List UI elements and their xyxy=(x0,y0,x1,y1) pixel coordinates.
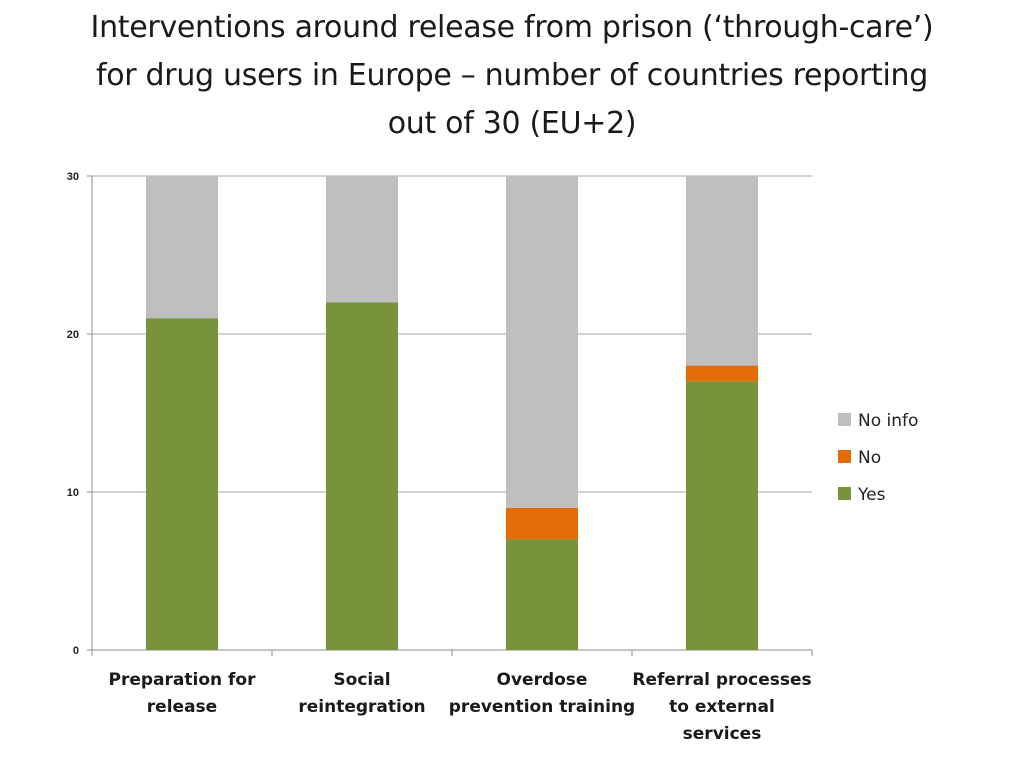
bar-no-3 xyxy=(686,365,758,382)
bar-yes-1 xyxy=(326,302,398,650)
category-label-3-line-2: services xyxy=(683,724,762,744)
bar-no-info-2 xyxy=(506,176,578,508)
chart-title-line-1: Interventions around release from prison… xyxy=(90,10,934,45)
chart-title-line-2: for drug users in Europe – number of cou… xyxy=(95,58,929,93)
bar-yes-2 xyxy=(506,539,578,650)
bar-yes-3 xyxy=(686,381,758,650)
bar-no-info-3 xyxy=(686,176,758,366)
category-label-3-line-1: to external xyxy=(669,697,775,717)
legend-swatch-no xyxy=(838,450,851,463)
category-label-1-line-1: reintegration xyxy=(298,697,425,717)
category-label-0-line-0: Preparation for xyxy=(109,670,257,690)
legend-swatch-yes xyxy=(838,487,851,500)
category-label-1-line-0: Social xyxy=(333,670,390,690)
chart-title-line-3: out of 30 (EU+2) xyxy=(387,106,637,141)
y-tick-label-0: 0 xyxy=(73,645,79,657)
legend-label-yes: Yes xyxy=(857,485,886,505)
bar-yes-0 xyxy=(146,318,218,650)
category-labels: Preparation for release Social reintegratio… xyxy=(109,670,812,744)
legend: No info No Yes xyxy=(838,411,918,505)
bar-no-2 xyxy=(506,507,578,540)
category-label-2-line-1: prevention training xyxy=(449,697,635,717)
legend-label-no: No xyxy=(858,448,881,468)
category-label-3-line-0: Referral processes xyxy=(632,670,811,690)
legend-label-no-info: No info xyxy=(858,411,918,431)
category-label-2-line-0: Overdose xyxy=(497,670,588,690)
y-tick-label-30: 30 xyxy=(67,171,79,183)
legend-swatch-no-info xyxy=(838,413,851,426)
chart-title: Interventions around release from prison… xyxy=(20,4,1004,148)
bar-no-info-0 xyxy=(146,176,218,319)
y-tick-label-20: 20 xyxy=(67,329,79,341)
bar-no-info-1 xyxy=(326,176,398,303)
bars xyxy=(146,176,758,650)
category-label-0-line-1: release xyxy=(147,697,217,717)
y-tick-label-10: 10 xyxy=(67,487,79,499)
